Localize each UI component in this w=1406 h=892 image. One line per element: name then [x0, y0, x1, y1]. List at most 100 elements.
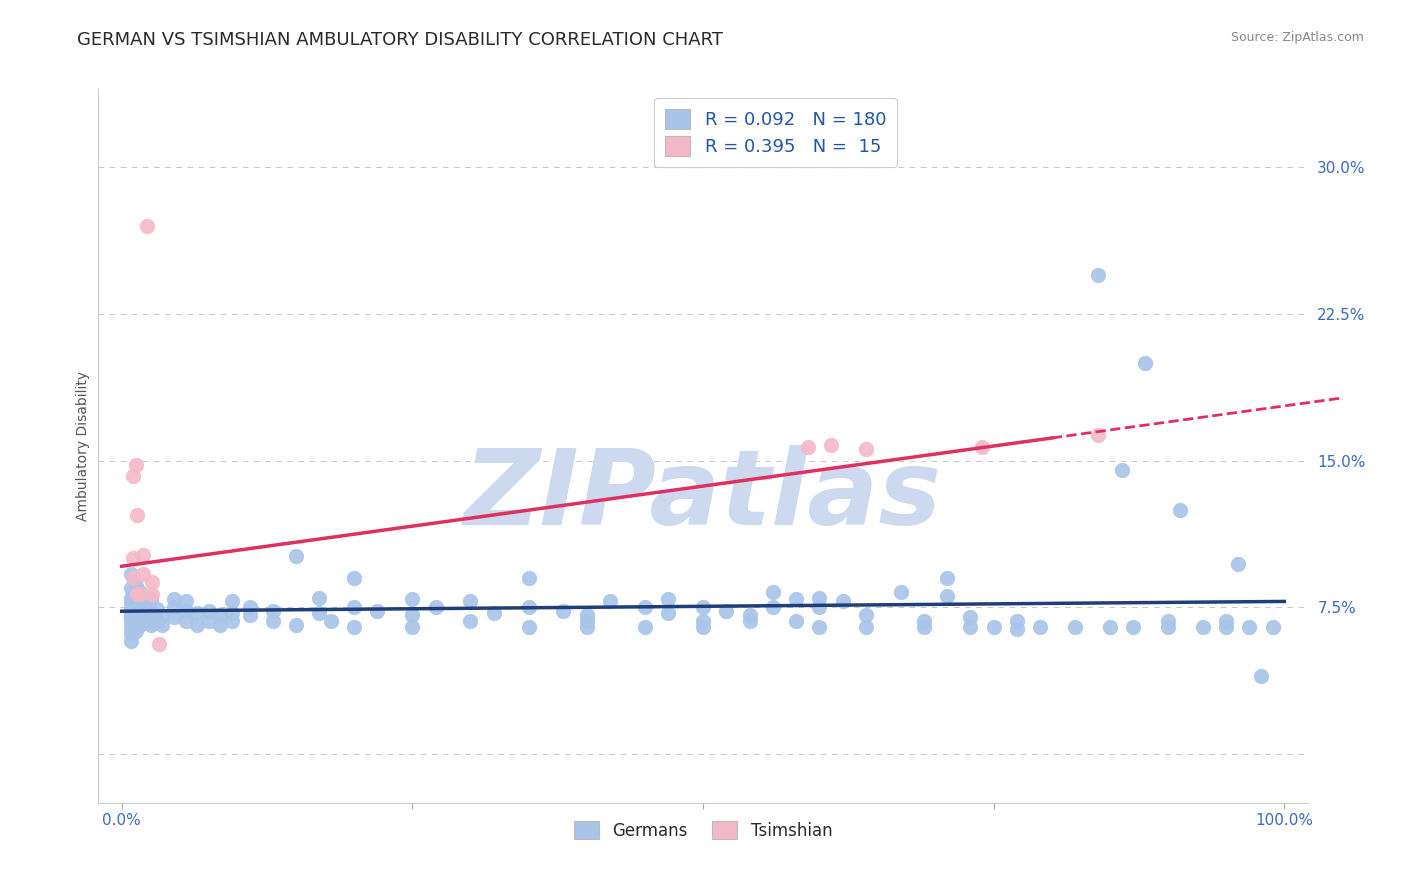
Point [1168, 502, 1191, 516]
Point [1087, 268, 1109, 282]
Point [124, 604, 146, 618]
Point [575, 614, 598, 628]
Point [762, 600, 785, 615]
Point [517, 571, 540, 585]
Point [343, 571, 366, 585]
Point [808, 591, 831, 605]
Point [124, 592, 146, 607]
Point [401, 608, 423, 623]
Point [553, 604, 575, 618]
Point [150, 610, 173, 624]
Point [124, 624, 146, 638]
Point [575, 608, 598, 623]
Point [657, 592, 679, 607]
Point [762, 584, 785, 599]
Point [262, 614, 284, 628]
Point [186, 618, 208, 632]
Point [936, 571, 959, 585]
Point [1122, 620, 1144, 634]
Point [1005, 614, 1028, 628]
Point [120, 606, 142, 620]
Point [122, 469, 145, 483]
Point [122, 551, 145, 566]
Point [139, 606, 162, 620]
Point [1226, 558, 1249, 572]
Point [1157, 620, 1180, 634]
Point [425, 600, 447, 615]
Point [221, 614, 243, 628]
Point [124, 618, 146, 632]
Point [145, 602, 167, 616]
Point [285, 618, 308, 632]
Point [983, 620, 1005, 634]
Point [120, 610, 142, 624]
Point [1005, 622, 1028, 636]
Point [134, 600, 156, 615]
Point [460, 614, 482, 628]
Point [124, 614, 146, 628]
Point [262, 604, 284, 618]
Point [517, 600, 540, 615]
Point [150, 618, 173, 632]
Text: Source: ZipAtlas.com: Source: ZipAtlas.com [1230, 31, 1364, 45]
Point [124, 579, 146, 593]
Point [855, 442, 877, 456]
Point [308, 606, 330, 620]
Point [599, 594, 621, 608]
Point [692, 600, 714, 615]
Point [657, 606, 679, 620]
Point [796, 440, 818, 454]
Point [163, 610, 186, 624]
Point [1133, 356, 1156, 370]
Point [716, 604, 738, 618]
Point [831, 594, 853, 608]
Point [122, 571, 145, 585]
Point [124, 586, 146, 600]
Point [239, 600, 262, 615]
Point [129, 604, 152, 618]
Point [129, 586, 152, 600]
Point [936, 589, 959, 603]
Point [1029, 620, 1052, 634]
Point [1064, 620, 1087, 634]
Point [174, 594, 197, 608]
Point [124, 610, 146, 624]
Point [129, 610, 152, 624]
Text: ZIPatlas: ZIPatlas [464, 445, 942, 547]
Point [239, 608, 262, 623]
Point [174, 604, 197, 618]
Point [124, 458, 146, 472]
Point [120, 581, 142, 595]
Point [517, 620, 540, 634]
Point [634, 600, 657, 615]
Point [785, 614, 807, 628]
Point [808, 600, 831, 615]
Point [808, 620, 831, 634]
Point [1250, 669, 1272, 683]
Point [120, 600, 142, 615]
Point [1215, 620, 1237, 634]
Point [959, 620, 981, 634]
Point [136, 219, 159, 233]
Point [120, 567, 142, 582]
Point [131, 567, 153, 582]
Point [1157, 614, 1180, 628]
Point [134, 614, 156, 628]
Point [820, 438, 842, 452]
Point [134, 608, 156, 623]
Point [209, 618, 232, 632]
Point [343, 620, 366, 634]
Point [343, 600, 366, 615]
Point [319, 614, 342, 628]
Point [129, 584, 152, 599]
Point [912, 620, 935, 634]
Point [125, 508, 148, 523]
Point [141, 574, 163, 589]
Text: GERMAN VS TSIMSHIAN AMBULATORY DISABILITY CORRELATION CHART: GERMAN VS TSIMSHIAN AMBULATORY DISABILIT… [77, 31, 723, 49]
Point [401, 592, 423, 607]
Point [855, 620, 877, 634]
Point [692, 614, 714, 628]
Point [120, 620, 142, 634]
Point [959, 610, 981, 624]
Point [120, 614, 142, 628]
